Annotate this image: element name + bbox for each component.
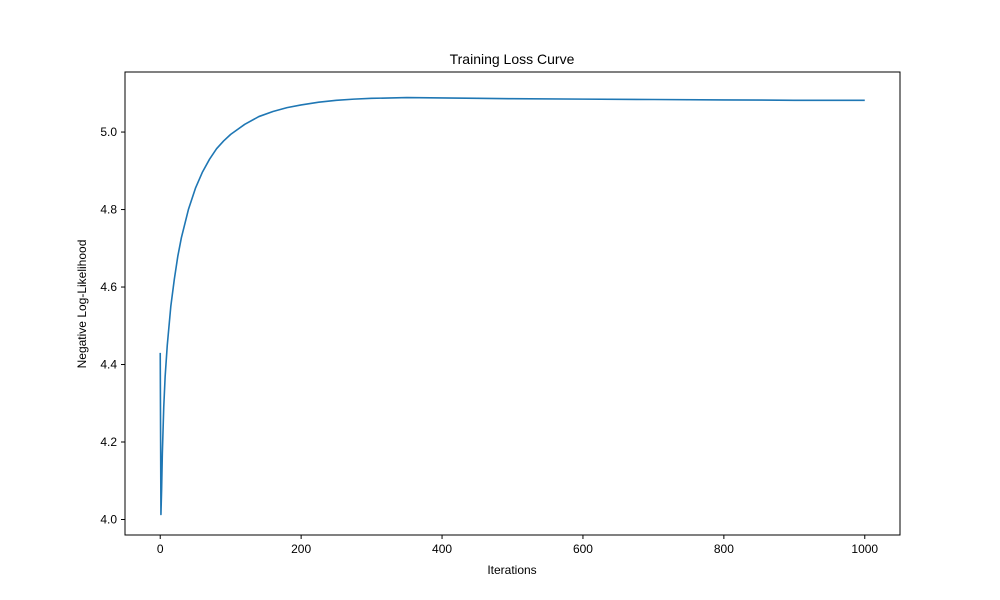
y-tick-label: 4.8 bbox=[100, 203, 117, 217]
x-tick-label: 600 bbox=[573, 542, 593, 556]
x-tick-label: 200 bbox=[291, 542, 311, 556]
y-tick-label: 4.0 bbox=[100, 513, 117, 527]
y-tick-label: 5.0 bbox=[100, 125, 117, 139]
x-tick-label: 0 bbox=[157, 542, 164, 556]
y-axis-label: Negative Log-Likelihood bbox=[75, 240, 89, 369]
series-line-0 bbox=[159, 96, 865, 516]
y-axis: 4.0 4.2 4.4 4.6 4.8 5.0 bbox=[100, 125, 125, 527]
y-tick-label: 4.4 bbox=[100, 358, 117, 372]
axes-frame bbox=[124, 71, 901, 536]
x-tick-label: 1000 bbox=[851, 542, 878, 556]
y-tick-label: 4.6 bbox=[100, 280, 117, 294]
x-tick-label: 800 bbox=[714, 542, 734, 556]
chart-title: Training Loss Curve bbox=[450, 51, 575, 67]
x-axis-label: Iterations bbox=[487, 563, 536, 577]
x-axis: 0 200 400 600 800 1000 bbox=[157, 535, 878, 556]
y-tick-label: 4.2 bbox=[100, 435, 117, 449]
x-tick-label: 400 bbox=[432, 542, 452, 556]
plot-area bbox=[159, 96, 865, 516]
